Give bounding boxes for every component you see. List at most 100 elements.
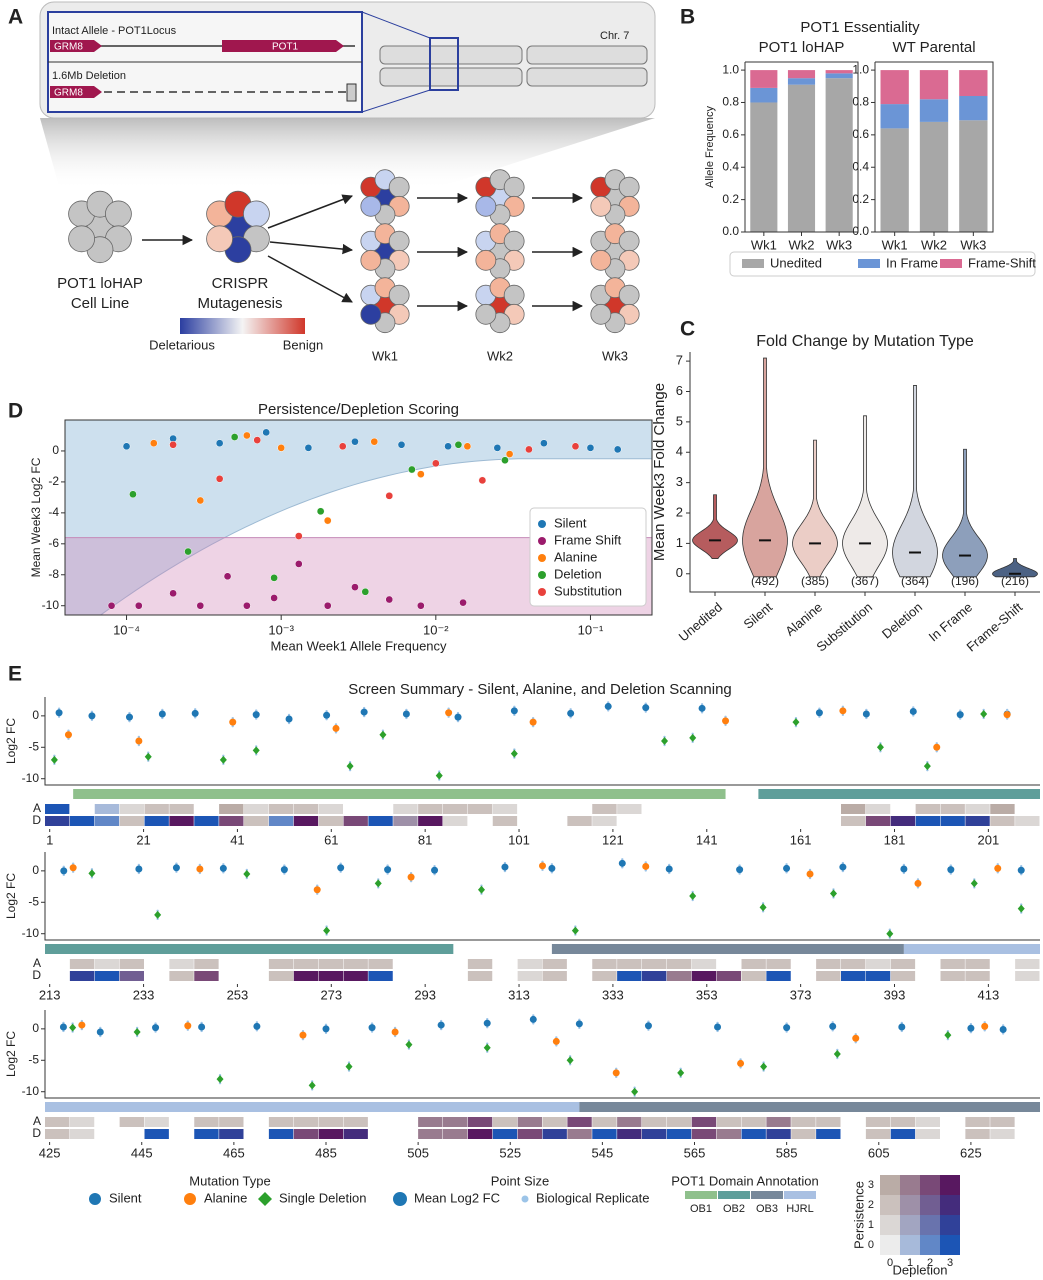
axes xyxy=(744,61,859,233)
gene-arrow xyxy=(222,40,344,52)
track-cell xyxy=(268,971,294,981)
gene-label: POT1 xyxy=(272,42,299,53)
track-cell xyxy=(517,971,542,981)
track-cell xyxy=(368,816,393,826)
x-tick-label: 181 xyxy=(884,832,906,847)
x-tick-label: 525 xyxy=(499,1145,521,1160)
point xyxy=(618,859,626,867)
point xyxy=(280,866,288,874)
replicate-dot xyxy=(71,1030,74,1033)
week-label: Wk2 xyxy=(487,348,513,363)
x-tick-label: 1 xyxy=(46,832,53,847)
legend-swatch xyxy=(940,259,962,268)
point xyxy=(351,437,359,446)
legend-label: Frame Shift xyxy=(554,532,622,547)
bar-segment xyxy=(880,104,909,129)
cell xyxy=(360,249,382,271)
track-cell xyxy=(890,816,916,826)
x-tick-label: 10⁻¹ xyxy=(578,622,604,637)
bar-segment xyxy=(959,96,988,121)
x-tick-label: Wk3 xyxy=(826,237,852,252)
track-cell xyxy=(119,959,144,969)
point xyxy=(829,1022,837,1030)
matrix-cell xyxy=(940,1195,960,1215)
legend-title: Point Size xyxy=(491,1173,550,1188)
matrix-cell xyxy=(940,1215,960,1235)
x-tick-label: 293 xyxy=(414,987,436,1002)
track-cell xyxy=(194,1117,219,1127)
point xyxy=(215,439,224,448)
domain-bar xyxy=(579,1102,1040,1112)
track-cell xyxy=(617,1117,642,1127)
track-cell xyxy=(443,804,468,814)
point xyxy=(223,572,232,581)
matrix-cell xyxy=(940,1235,960,1255)
track-cell xyxy=(617,804,642,814)
point xyxy=(215,474,224,483)
track-cell xyxy=(1015,971,1040,981)
cell xyxy=(105,200,132,228)
cell xyxy=(388,284,410,306)
x-tick-label: 10⁻³ xyxy=(268,622,294,637)
point xyxy=(900,865,908,873)
x-tick-label: 213 xyxy=(39,987,61,1002)
point xyxy=(152,1024,160,1032)
count-label: (492) xyxy=(751,574,779,588)
violin xyxy=(992,558,1038,578)
count-label: (367) xyxy=(851,574,879,588)
point xyxy=(368,1024,376,1032)
point xyxy=(219,755,227,764)
x-tick-label: 10⁻² xyxy=(423,622,449,637)
track-cell xyxy=(194,959,219,969)
cell xyxy=(590,195,612,217)
legend-label: Biological Replicate xyxy=(536,1190,649,1205)
x-tick-label: 101 xyxy=(508,832,530,847)
legend-marker xyxy=(538,554,546,562)
point xyxy=(285,715,293,723)
legend-label: Alanine xyxy=(554,549,597,564)
point xyxy=(129,490,137,499)
track-cell xyxy=(144,816,169,826)
track-cell xyxy=(293,971,319,981)
point xyxy=(552,1037,560,1045)
track-cell xyxy=(940,971,965,981)
point xyxy=(299,1031,307,1039)
x-tick-label: 161 xyxy=(790,832,812,847)
track-cell xyxy=(990,816,1015,826)
point xyxy=(50,755,58,764)
y-axis-label: Mean Week3 Log2 FC xyxy=(29,457,43,577)
matrix-y-title: Persistence xyxy=(851,1181,866,1249)
y-tick-label: 0.6 xyxy=(722,127,739,141)
point xyxy=(944,1031,952,1040)
track-cell xyxy=(69,1117,95,1127)
matrix-x-label: 1 xyxy=(907,1257,913,1269)
track-label: A xyxy=(33,1114,41,1128)
replicate-dot xyxy=(438,770,441,773)
track-cell xyxy=(592,816,617,826)
point xyxy=(698,704,706,712)
cell xyxy=(243,200,270,228)
point xyxy=(631,1087,639,1096)
matrix-cell xyxy=(880,1175,900,1195)
chromosome-arm xyxy=(379,67,523,87)
point xyxy=(612,1069,620,1077)
zoom-line xyxy=(361,11,431,39)
y-tick-label: 0.8 xyxy=(852,95,869,109)
matrix-cell xyxy=(940,1175,960,1195)
x-tick-label: In Frame xyxy=(926,599,975,644)
y-tick-label: 3 xyxy=(676,474,683,489)
track-cell xyxy=(244,804,269,814)
point xyxy=(898,1023,906,1031)
x-tick-label: Wk3 xyxy=(960,237,986,252)
x-tick-label: 425 xyxy=(39,1145,61,1160)
track-cell xyxy=(965,971,990,981)
x-tick-label: Substitution xyxy=(813,599,875,654)
y-axis-label: Log2 FC xyxy=(4,873,18,919)
track-cell xyxy=(766,1117,791,1127)
point xyxy=(169,440,177,449)
point xyxy=(737,1059,745,1067)
point xyxy=(198,1023,206,1031)
track-cell xyxy=(293,1129,319,1139)
track-cell xyxy=(865,959,891,969)
y-tick-label: 0 xyxy=(676,565,683,580)
